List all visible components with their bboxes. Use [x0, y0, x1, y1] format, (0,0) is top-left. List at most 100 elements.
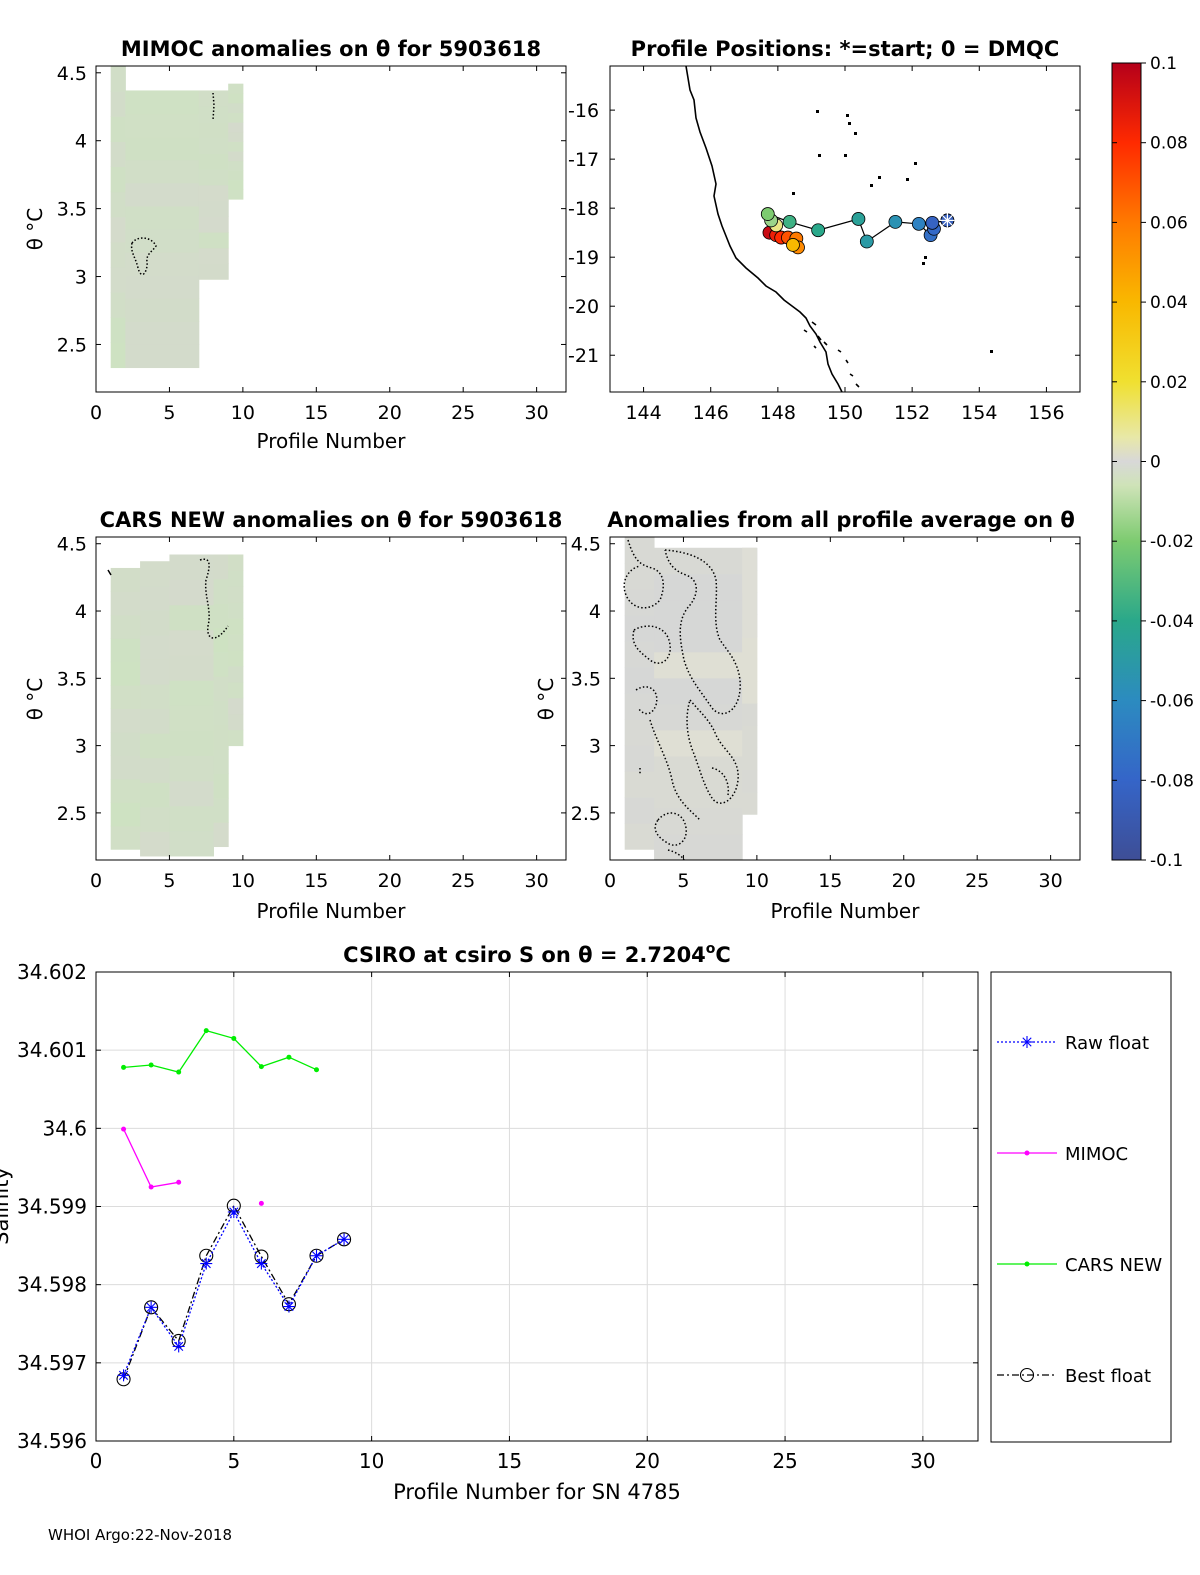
allavg-contour: [686, 699, 739, 804]
salinity-ytick-label: 34.599: [17, 1195, 87, 1219]
map-coastline: [685, 65, 860, 393]
colorbar-tick-label: -0.1: [1150, 851, 1183, 871]
mimoc-xtick-label: 10: [231, 402, 255, 424]
salinity-ytick-label: 34.6: [42, 1116, 87, 1140]
reef-dot: [990, 350, 993, 353]
mimoc-cell: [228, 179, 244, 190]
allavg-cell: [742, 792, 758, 815]
salinity-ytick-label: 34.596: [17, 1429, 87, 1453]
salinity-xtick-label: 20: [635, 1449, 660, 1473]
mimoc-cell: [110, 166, 126, 193]
colorbar-tick-label: 0.08: [1150, 134, 1188, 154]
mimoc-cell: [110, 191, 126, 218]
cars-cell: [110, 591, 141, 616]
mimoc-cell: [110, 66, 126, 92]
cars-xtick-label: 25: [451, 870, 475, 892]
mimoc-cell: [110, 342, 126, 369]
cars-xtick-label: 0: [90, 870, 102, 892]
cars-cell: [228, 554, 244, 571]
allavg-cell: [624, 823, 655, 850]
mimoc-cell: [125, 205, 200, 230]
series-line: [122, 1204, 345, 1380]
allavg-xtick-label: 0: [604, 870, 616, 892]
mimoc-cell: [110, 267, 126, 293]
mimoc-cell: [228, 83, 244, 94]
series-point: [201, 1258, 211, 1269]
cars-cell: [140, 757, 170, 783]
mimoc-cell: [125, 344, 200, 369]
cars-cell: [110, 802, 141, 827]
series-point: [284, 1301, 294, 1312]
reef-dot: [844, 154, 847, 157]
series-point: [229, 1207, 239, 1217]
map-start-asterisk: [942, 215, 953, 226]
cars-ytick-label: 3.5: [57, 668, 87, 690]
allavg-cell: [624, 745, 655, 772]
cars-cell: [110, 638, 141, 663]
mimoc-ytick-label: 2.5: [57, 334, 87, 356]
allavg-cell: [624, 771, 655, 798]
legend-box: [990, 971, 1172, 1443]
allavg-xtick-label: 5: [677, 870, 689, 892]
cars-ytick-label: 4: [75, 601, 87, 623]
cars-xtick-label: 20: [378, 870, 402, 892]
legend-marker: [1019, 1367, 1035, 1383]
series-point: [231, 1035, 237, 1041]
mimoc-ytick-label: 4: [75, 131, 87, 153]
mimoc-cell: [110, 91, 126, 117]
salinity-panel: CSIRO at csiro S on θ = 2.7204oC 0 5 10 15 2…: [0, 941, 1172, 1504]
salinity-xtick-label: 15: [497, 1449, 522, 1473]
cars-cell: [140, 585, 170, 611]
allavg-cell: [742, 703, 758, 726]
allavg-xticks: 0 5 10 15 20 25 30: [604, 537, 1063, 892]
mimoc-cell: [198, 263, 229, 280]
allavg-cell: [742, 636, 758, 660]
legend-entry: Raw float: [997, 1033, 1149, 1054]
reef-dot: [906, 178, 909, 181]
mimoc-xticks: 0 5 10 15 20 25 30: [90, 66, 549, 424]
map-panel: Profile Positions: *=start; 0 = DMQC 144…: [568, 37, 1081, 424]
allavg-yticks: 2.5 3 3.5 4 4.5: [571, 534, 1080, 825]
series-cars-new: [121, 1028, 319, 1075]
map-profile-point: [811, 223, 826, 238]
map-xtick-label: 150: [827, 402, 863, 424]
cars-title: CARS NEW anomalies on θ for 5903618: [100, 508, 563, 532]
map-ytick-label: -18: [568, 198, 599, 220]
mimoc-contours: [130, 92, 215, 276]
allavg-ytick-label: 4.5: [571, 534, 601, 556]
cars-cell: [228, 634, 244, 651]
colorbar-tick-label: 0.04: [1150, 293, 1188, 313]
reef-dot: [924, 256, 927, 259]
series-point: [148, 1062, 154, 1068]
mimoc-contour: [212, 92, 215, 121]
allavg-cell: [742, 547, 757, 638]
allavg-cell: [654, 651, 743, 679]
allavg-ytick-label: 3.5: [571, 668, 601, 690]
cars-xlabel: Profile Number: [257, 899, 407, 923]
map-xtick-label: 154: [961, 402, 997, 424]
mimoc-cell: [198, 184, 229, 202]
allavg-cell: [654, 755, 743, 783]
mimoc-cell: [110, 141, 126, 168]
cars-contours: [107, 558, 229, 639]
mimoc-xtick-label: 30: [525, 402, 549, 424]
map-ytick-label: -16: [568, 100, 599, 122]
cars-cell: [169, 705, 214, 731]
allavg-contour: [649, 719, 701, 821]
series-point: [258, 1064, 264, 1070]
allavg-contour: [623, 539, 665, 609]
mimoc-cell: [110, 317, 126, 343]
mimoc-cell: [228, 131, 244, 142]
map-xtick-label: 156: [1028, 402, 1064, 424]
cars-cell: [169, 730, 214, 756]
cars-cell: [213, 822, 229, 848]
salinity-title: CSIRO at csiro S on θ = 2.7204oC: [343, 941, 731, 967]
map-profile-point: [851, 212, 866, 226]
mimoc-cell: [125, 136, 200, 161]
allavg-cell: [654, 807, 743, 835]
colorbar-tick-label: 0.02: [1150, 373, 1188, 393]
mimoc-cell: [228, 122, 244, 133]
cars-ytick-label: 2.5: [57, 803, 87, 825]
mimoc-cell: [198, 200, 229, 217]
allavg-cell: [654, 625, 743, 653]
